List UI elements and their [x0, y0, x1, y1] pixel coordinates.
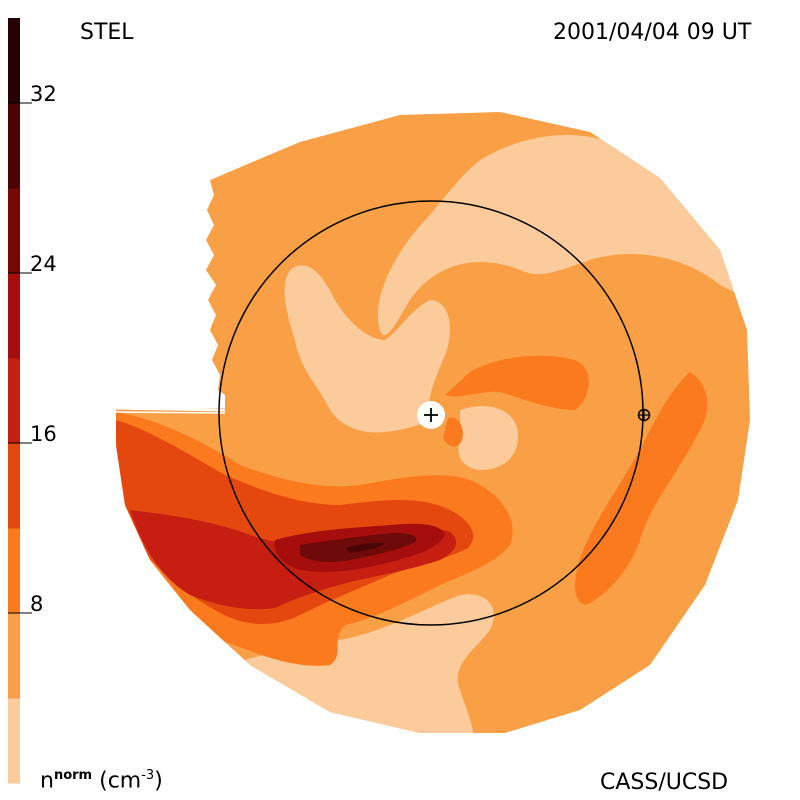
colorbar-band [8, 613, 20, 699]
colorbar-band [8, 273, 20, 359]
colorbar-band [8, 698, 20, 784]
units-exponent: -3 [141, 768, 155, 783]
low-density-region-center [284, 265, 450, 433]
data-gap-line-2 [115, 411, 226, 414]
density-stream-east-2 [575, 372, 708, 605]
colorbar-band [8, 358, 20, 444]
units-rest: (cm [99, 768, 142, 794]
data-gap-line [115, 406, 226, 412]
density-knot-core [443, 417, 463, 447]
colorbar-tick-label: 24 [30, 252, 57, 276]
timestamp-label: 2001/04/04 09 UT [553, 20, 752, 45]
earth-orbit-circle [218, 200, 644, 626]
colorbar-band [8, 443, 20, 529]
colorbar-tick-label: 32 [30, 82, 57, 106]
colorbar-band [8, 188, 20, 274]
circle-plus-icon [637, 408, 651, 422]
density-stream-east [445, 355, 589, 410]
units-label: nnorm (cm-3) [40, 768, 163, 793]
plus-circle-icon [417, 401, 445, 429]
units-base: n [40, 768, 54, 794]
units-superscript: norm [53, 768, 93, 783]
low-density-region-core [458, 406, 519, 470]
colorbar-tick-label: 16 [30, 422, 57, 446]
colorbar-band [8, 528, 20, 614]
density-core-peak [345, 542, 385, 553]
low-density-region-ne [377, 135, 750, 336]
color-scale-bar [8, 18, 32, 784]
credit-label: CASS/UCSD [600, 770, 729, 795]
colorbar-band [8, 103, 20, 189]
observatory-label: STEL [80, 20, 134, 45]
units-close: ) [154, 768, 163, 794]
colorbar-tick-label: 8 [30, 592, 44, 616]
colorbar-band [8, 18, 20, 104]
